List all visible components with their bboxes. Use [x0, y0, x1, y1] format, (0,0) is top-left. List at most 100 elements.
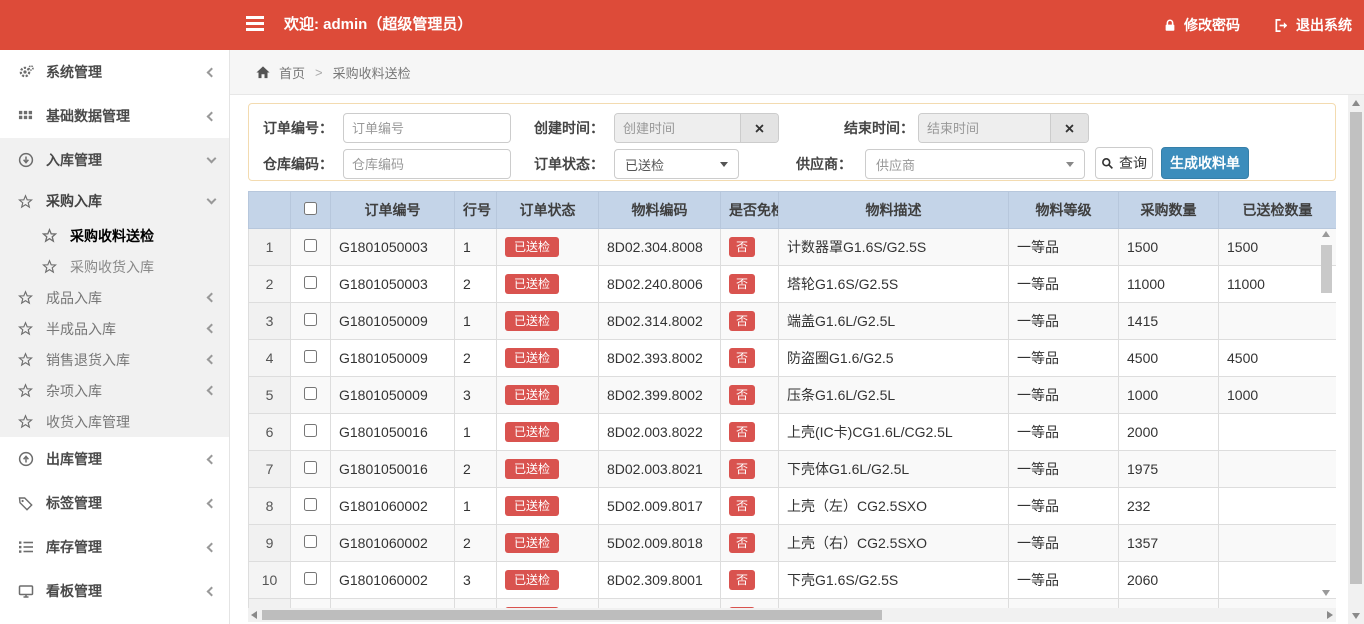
chevron-left-icon [206, 542, 217, 552]
select-all-checkbox[interactable] [304, 202, 317, 215]
scroll-up-arrow-icon[interactable] [1352, 100, 1360, 106]
logout-link[interactable]: 退出系统 [1274, 15, 1352, 35]
sidebar-item-purchase-inbound[interactable]: 采购入库 [0, 182, 229, 220]
end-time-label: 结束时间： [844, 120, 914, 136]
star-icon [18, 321, 46, 336]
sidebar: 系统管理 基础数据管理 入库管理 采购入库 采购收料送检 采购收货入库 成品入库 [0, 50, 230, 624]
grid-icon [18, 109, 46, 124]
header-select-all [290, 191, 331, 229]
chevron-left-icon [206, 586, 217, 596]
sidebar-item-inbound-management[interactable]: 入库管理 [0, 138, 229, 182]
sidebar-item-sales-return-inbound[interactable]: 销售退货入库 [0, 344, 229, 375]
chevron-left-icon [206, 292, 217, 303]
page-scrollbar-thumb[interactable] [1350, 112, 1362, 584]
sidebar-item-misc-inbound[interactable]: 杂项入库 [0, 375, 229, 406]
sidebar-item-system-management[interactable]: 系统管理 [0, 50, 229, 94]
top-navbar: 欢迎: admin（超级管理员） 修改密码 退出系统 [0, 0, 1364, 50]
create-time-label: 创建时间： [534, 120, 604, 136]
row-checkbox[interactable] [304, 498, 317, 511]
create-time-group [614, 113, 779, 143]
sidebar-item-basic-data-management[interactable]: 基础数据管理 [0, 94, 229, 138]
row-checkbox[interactable] [304, 350, 317, 363]
sidebar-item-semi-finished-inbound[interactable]: 半成品入库 [0, 313, 229, 344]
create-time-clear-button[interactable] [740, 114, 778, 142]
order-status-label: 订单状态： [534, 156, 604, 172]
sidebar-item-purchase-receive-inspection[interactable]: 采购收料送检 [0, 220, 229, 251]
scroll-down-arrow-icon[interactable] [1322, 590, 1330, 596]
sidebar-item-dashboard-management[interactable]: 看板管理 [0, 569, 229, 613]
caret-down-icon [720, 161, 728, 167]
page-vertical-scrollbar[interactable] [1348, 95, 1364, 624]
row-checkbox[interactable] [304, 535, 317, 548]
table-horizontal-scrollbar[interactable] [248, 608, 1336, 622]
row-checkbox[interactable] [304, 572, 317, 585]
header-row-number [248, 191, 291, 229]
sidebar-item-outbound-management[interactable]: 出库管理 [0, 437, 229, 481]
row-checkbox[interactable] [304, 424, 317, 437]
exempt-badge: 否 [729, 237, 756, 257]
header-material-desc: 物料描述 [778, 191, 1009, 229]
order-no-input[interactable] [343, 113, 511, 143]
header-grade: 物料等级 [1008, 191, 1119, 229]
row-checkbox[interactable] [304, 276, 317, 289]
sidebar-item-label-management[interactable]: 标签管理 [0, 481, 229, 525]
filter-panel: 订单编号： 创建时间： 结束时间： 仓库编码： 订单状态： 已送检 供应商： 供… [248, 103, 1336, 181]
scroll-right-arrow-icon[interactable] [1327, 611, 1333, 619]
star-icon [42, 259, 70, 274]
table-row: 3 G1801050009 1 已送检 8D02.314.8002 否 端盖G1… [248, 302, 1336, 340]
scroll-left-arrow-icon[interactable] [251, 611, 257, 619]
exempt-badge: 否 [729, 570, 756, 590]
breadcrumb-home[interactable]: 首页 [279, 65, 306, 81]
sidebar-item-receive-inbound-management[interactable]: 收货入库管理 [0, 406, 229, 437]
table-row: 5 G1801050009 3 已送检 8D02.399.8002 否 压条G1… [248, 376, 1336, 414]
table-row: 2 G1801050003 2 已送检 8D02.240.8006 否 塔轮G1… [248, 265, 1336, 303]
row-checkbox[interactable] [304, 313, 317, 326]
exempt-badge: 否 [729, 607, 756, 608]
status-badge: 已送检 [505, 385, 560, 405]
warehouse-code-input[interactable] [343, 149, 511, 179]
chevron-left-icon [206, 454, 217, 464]
sidebar-item-inventory-management[interactable]: 库存管理 [0, 525, 229, 569]
status-badge: 已送检 [505, 422, 560, 442]
exempt-badge: 否 [729, 496, 756, 516]
circle-arrow-down-icon [18, 152, 46, 168]
order-status-select[interactable]: 已送检 [614, 149, 739, 179]
horizontal-scrollbar-thumb[interactable] [262, 610, 882, 620]
search-button[interactable]: 查询 [1095, 147, 1153, 179]
chevron-left-icon [206, 67, 217, 77]
end-time-clear-button[interactable] [1050, 114, 1088, 142]
supplier-select[interactable]: 供应商 [865, 149, 1085, 179]
welcome-text: 欢迎: admin（超级管理员） [284, 16, 473, 33]
end-time-input[interactable] [919, 114, 1050, 142]
exempt-badge: 否 [729, 385, 756, 405]
table-header-row: 订单编号 行号 订单状态 物料编码 是否免检 物料描述 物料等级 采购数量 已送… [248, 191, 1336, 229]
order-table: 订单编号 行号 订单状态 物料编码 是否免检 物料描述 物料等级 采购数量 已送… [248, 191, 1336, 608]
sidebar-item-finished-goods-inbound[interactable]: 成品入库 [0, 282, 229, 313]
create-time-input[interactable] [615, 114, 740, 142]
monitor-icon [18, 583, 46, 599]
status-badge: 已送检 [505, 348, 560, 368]
status-badge: 已送检 [505, 607, 560, 608]
row-checkbox[interactable] [304, 239, 317, 252]
generate-receipt-button[interactable]: 生成收料单 [1161, 147, 1249, 179]
scroll-up-arrow-icon[interactable] [1322, 231, 1330, 237]
status-badge: 已送检 [505, 311, 560, 331]
chevron-down-icon [206, 153, 217, 163]
table-scrollbar-thumb[interactable] [1321, 245, 1332, 293]
exempt-badge: 否 [729, 348, 756, 368]
status-badge: 已送检 [505, 496, 560, 516]
sidebar-toggle-icon[interactable] [246, 16, 266, 34]
table-vertical-scrollbar[interactable] [1319, 229, 1334, 598]
x-icon [1064, 123, 1075, 134]
header-purchase-qty: 采购数量 [1118, 191, 1219, 229]
scroll-down-arrow-icon[interactable] [1352, 613, 1360, 619]
search-icon [1101, 157, 1114, 170]
home-icon[interactable] [255, 65, 271, 80]
sidebar-item-purchase-receive-inbound[interactable]: 采购收货入库 [0, 251, 229, 282]
row-checkbox[interactable] [304, 461, 317, 474]
chevron-down-icon [206, 194, 217, 204]
exempt-badge: 否 [729, 274, 756, 294]
change-password-link[interactable]: 修改密码 [1163, 15, 1240, 35]
row-checkbox[interactable] [304, 387, 317, 400]
status-badge: 已送检 [505, 459, 560, 479]
